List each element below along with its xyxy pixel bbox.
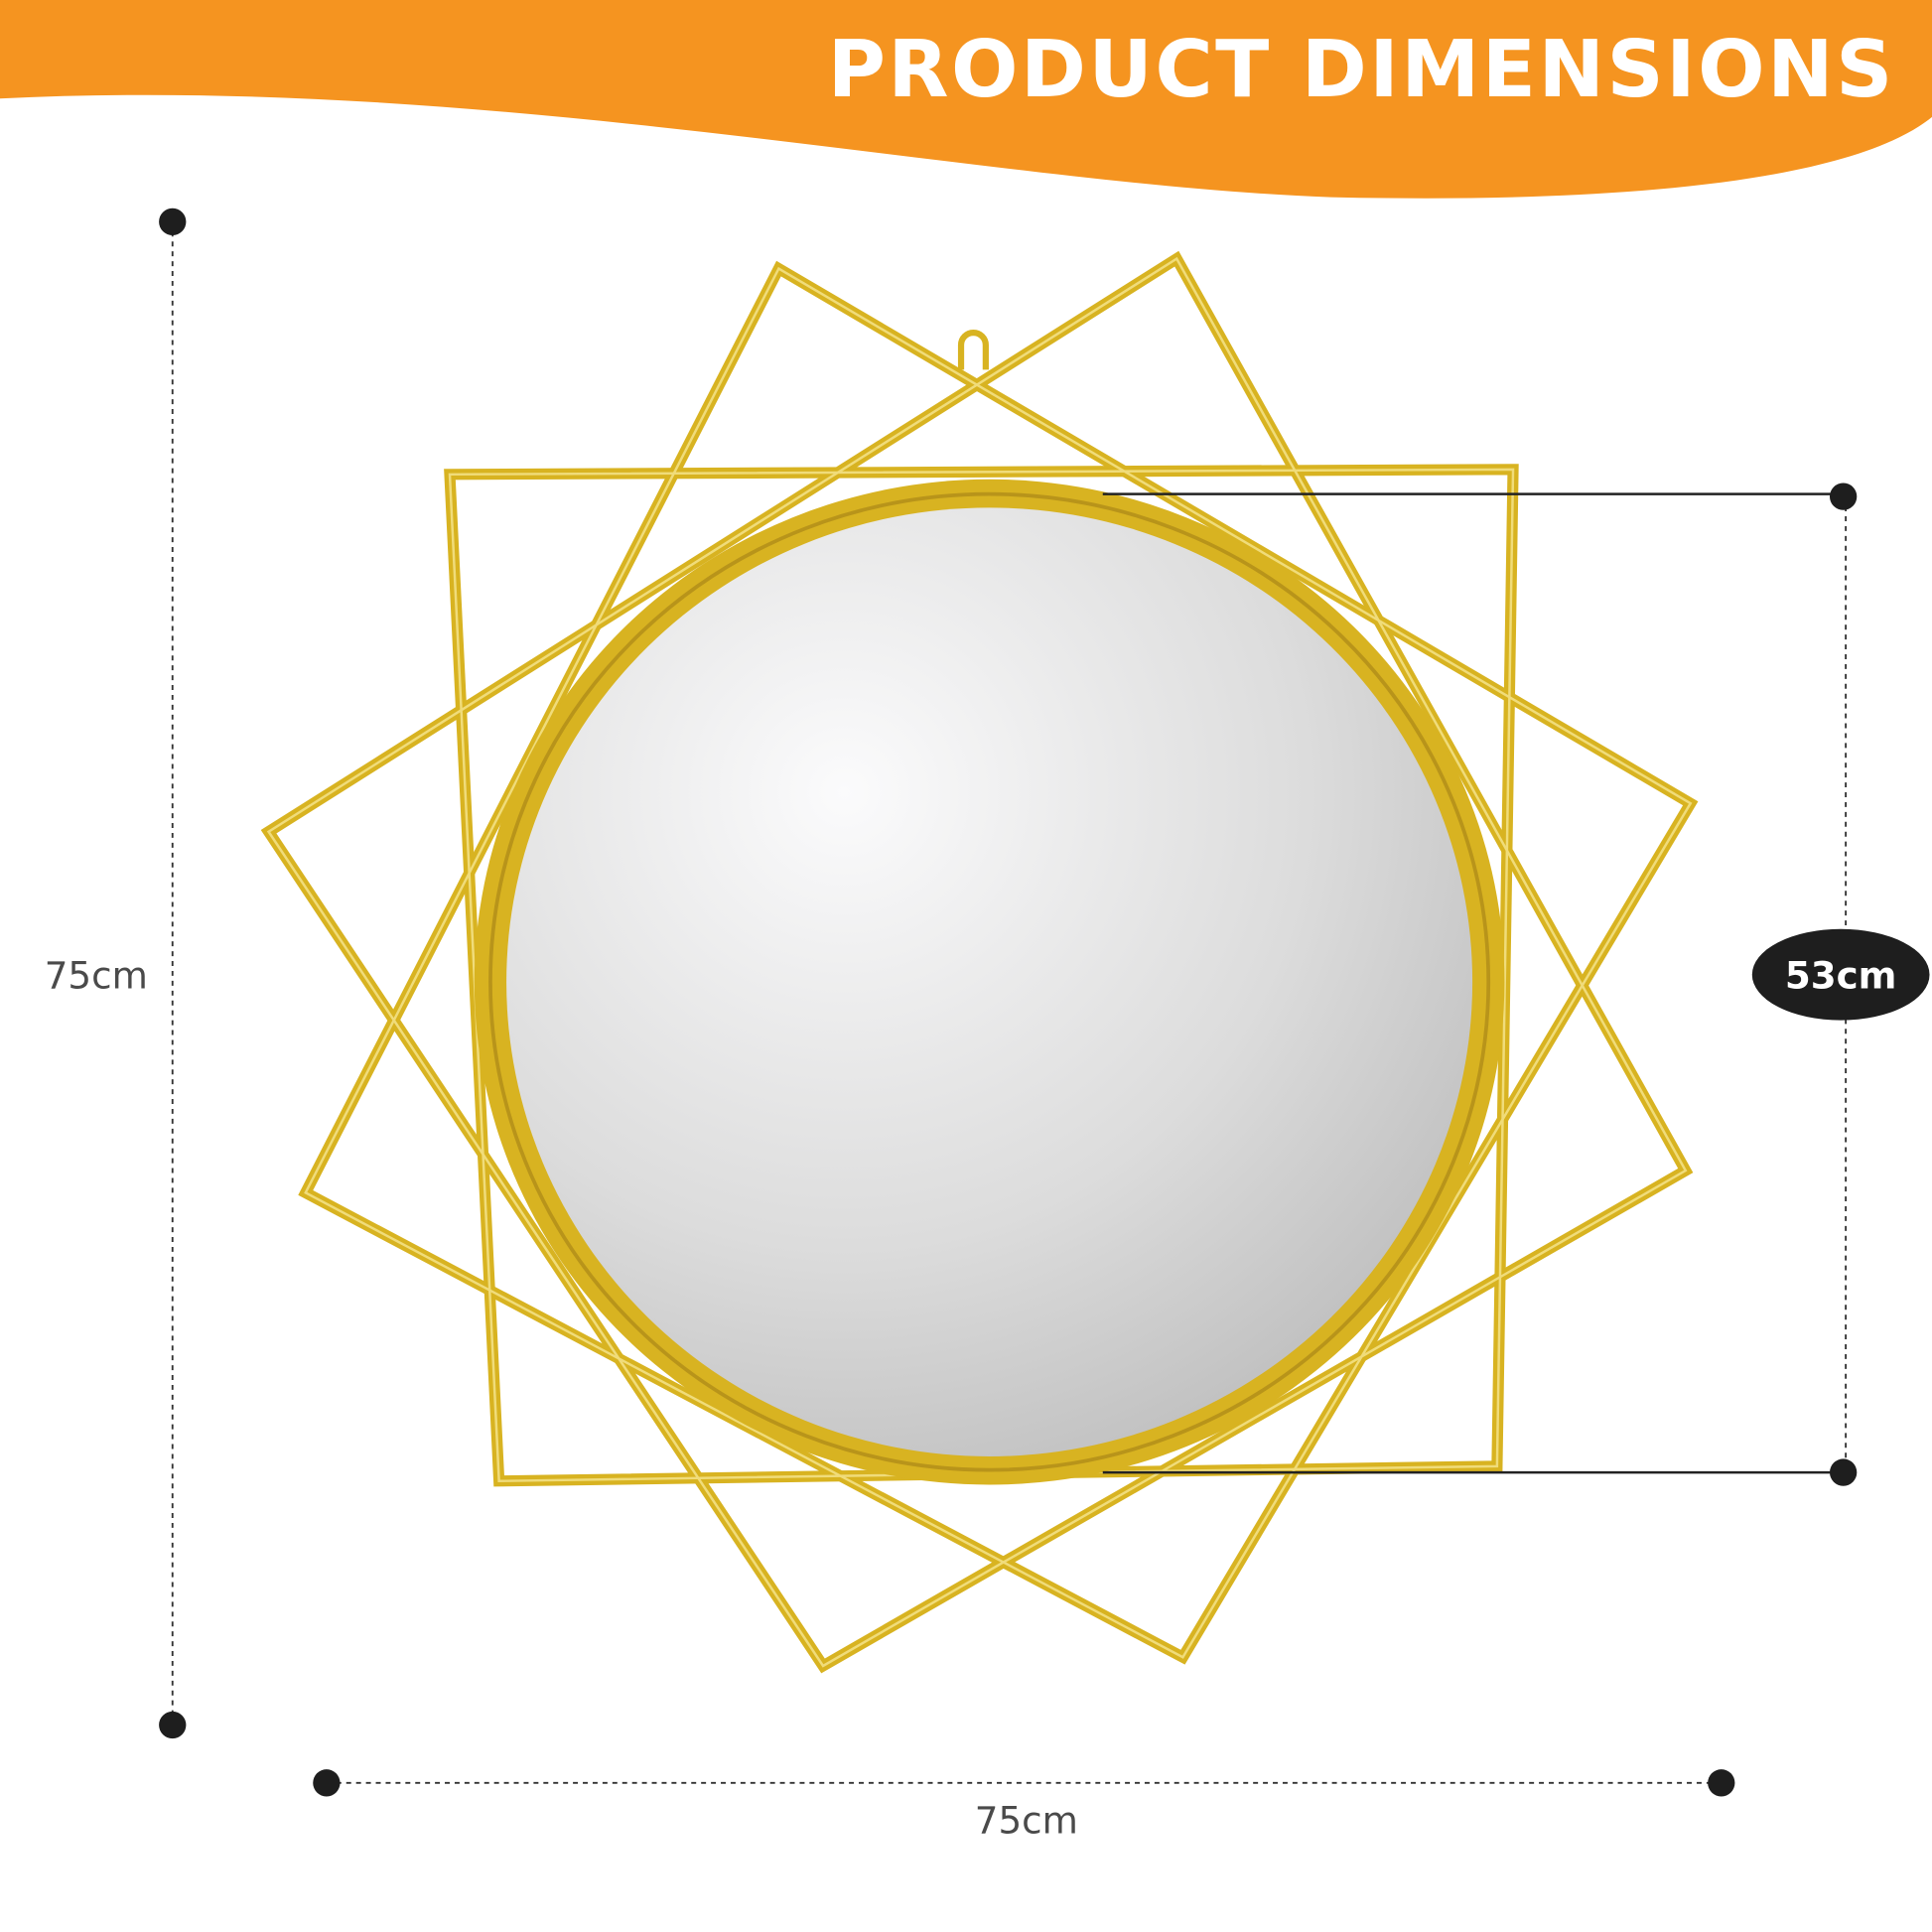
mirror-diameter-dimension: 53cm — [1102, 483, 1930, 1486]
marker-dot — [159, 1711, 187, 1739]
width-label: 75cm — [975, 1799, 1078, 1843]
header-banner — [0, 0, 1932, 199]
hanging-hook-icon — [957, 330, 989, 370]
diameter-label: 53cm — [1785, 953, 1897, 997]
diameter-badge — [1751, 928, 1930, 1021]
marker-dot — [1829, 1458, 1858, 1486]
height-label: 75cm — [45, 953, 148, 997]
marker-dot — [1708, 1769, 1735, 1797]
marker-dot — [159, 207, 187, 236]
header-title: PRODUCT DIMENSIONS — [828, 23, 1895, 115]
width-dimension: 75cm — [313, 1769, 1735, 1843]
marker-dot — [1829, 483, 1858, 510]
height-dimension: 75cm — [45, 207, 187, 1739]
mirror-glass — [506, 507, 1473, 1456]
frame-inner-lines — [266, 256, 1693, 1668]
marker-dot — [313, 1769, 341, 1797]
